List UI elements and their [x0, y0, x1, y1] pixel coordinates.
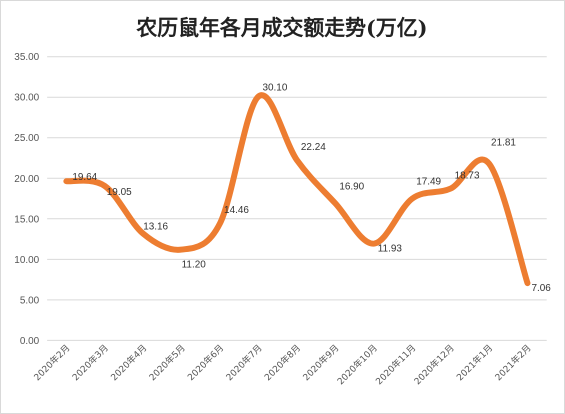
- x-tick-label: 2020年5月: [147, 342, 188, 383]
- y-tick-label: 25.00: [14, 133, 39, 144]
- data-label: 13.16: [143, 222, 168, 233]
- x-axis: 2020年2月2020年3月2020年4月2020年5月2020年6月2020年…: [31, 342, 533, 387]
- x-tick-label: 2021年1月: [454, 342, 495, 383]
- data-point: [102, 183, 108, 189]
- y-tick-label: 0.00: [20, 336, 40, 347]
- y-tick-label: 10.00: [14, 255, 39, 266]
- data-point: [332, 200, 338, 206]
- y-tick-label: 30.00: [14, 93, 39, 104]
- x-tick-label: 2020年8月: [262, 342, 303, 383]
- data-point: [140, 231, 146, 237]
- x-tick-label: 2020年10月: [335, 342, 380, 387]
- data-labels: 19.64 19.05 13.16 11.20 14.46 30.10 22.24 16.90…: [72, 82, 551, 294]
- y-tick-label: 15.00: [14, 214, 39, 225]
- data-label: 17.49: [416, 177, 441, 188]
- data-point: [179, 247, 185, 253]
- data-label: 19.64: [72, 172, 97, 183]
- y-tick-label: 5.00: [20, 295, 40, 306]
- data-point: [371, 241, 377, 247]
- x-tick-label: 2020年12月: [411, 342, 456, 387]
- chart-title: 农历鼠年各月成交额走势(万亿): [135, 15, 427, 40]
- data-label: 19.05: [107, 187, 132, 198]
- data-point: [409, 196, 415, 202]
- data-point: [63, 178, 69, 184]
- data-label: 16.90: [339, 181, 364, 192]
- y-axis: 0.00 5.00 10.00 15.00 20.00 25.00 30.00 35.00: [14, 52, 39, 347]
- data-label: 11.20: [182, 260, 207, 271]
- data-point: [525, 280, 530, 286]
- y-tick-label: 35.00: [14, 52, 39, 63]
- x-tick-label: 2020年4月: [108, 342, 149, 383]
- gridlines: [47, 56, 547, 341]
- series-line: [63, 92, 531, 287]
- data-point: [217, 220, 223, 226]
- x-tick-label: 2020年9月: [300, 342, 341, 383]
- x-tick-label: 2020年6月: [185, 342, 226, 383]
- x-tick-label: 2021年2月: [492, 342, 533, 383]
- x-tick-label: 2020年11月: [373, 342, 418, 387]
- data-point: [448, 186, 454, 192]
- data-label: 14.46: [224, 205, 249, 216]
- data-point: [256, 93, 261, 99]
- x-tick-label: 2020年7月: [223, 342, 264, 383]
- data-point: [294, 157, 300, 163]
- data-label: 7.06: [531, 283, 551, 294]
- data-point: [486, 161, 492, 167]
- series-group: [63, 92, 531, 287]
- x-tick-label: 2020年3月: [70, 342, 111, 383]
- data-label: 18.73: [455, 171, 480, 182]
- x-tick-label: 2020年2月: [31, 342, 72, 383]
- data-label: 11.93: [378, 244, 403, 255]
- data-label: 22.24: [301, 142, 326, 153]
- y-tick-label: 20.00: [14, 174, 39, 185]
- data-label: 21.81: [491, 138, 516, 149]
- data-label: 30.10: [262, 82, 287, 93]
